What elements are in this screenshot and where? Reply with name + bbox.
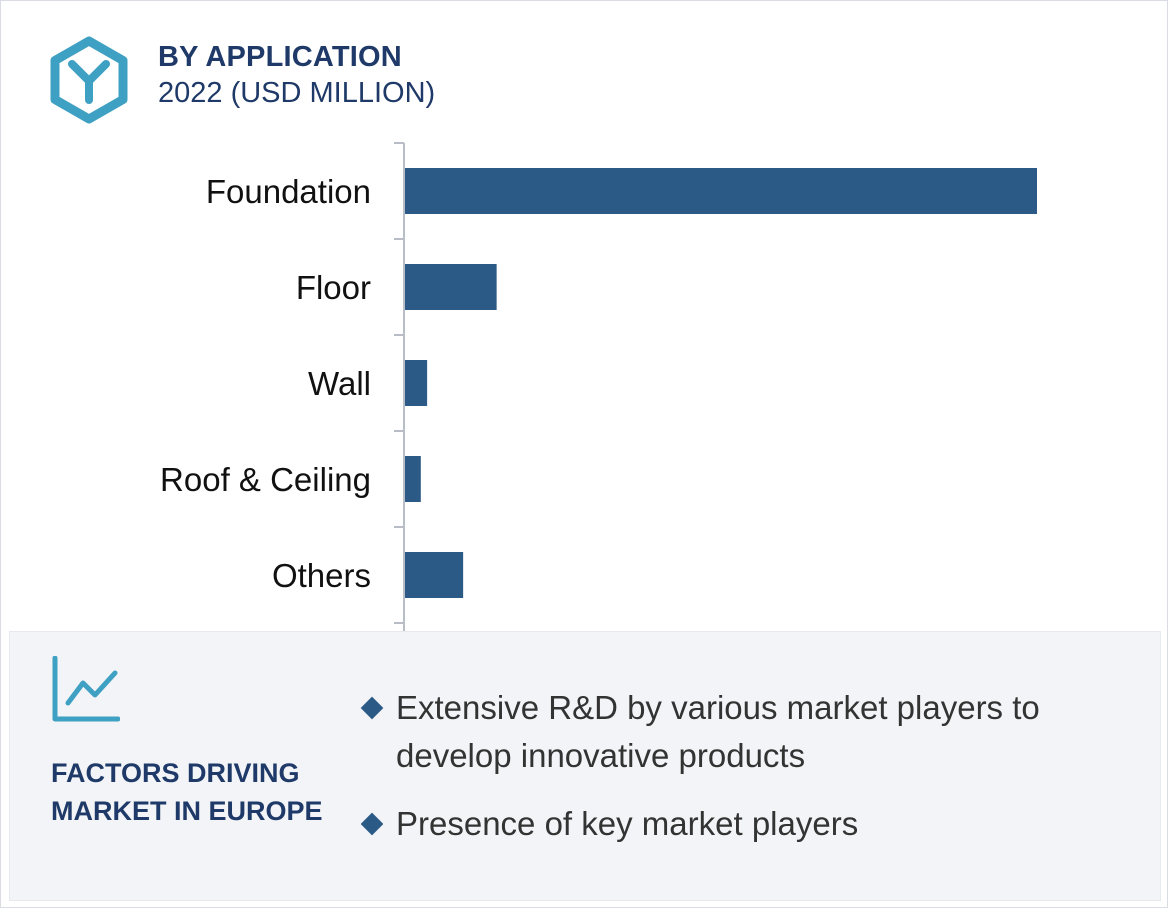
factors-title-line2: MARKET IN EUROPE [51,796,323,826]
category-label: Floor [296,269,371,306]
factor-item: Presence of key market players [360,800,1150,848]
bar-roof-ceiling [405,456,421,502]
diamond-bullet-icon [360,696,384,720]
category-label: Wall [308,365,371,402]
category-label: Foundation [206,173,371,210]
bar-wall [405,360,428,406]
bar-chart: Foundation Floor Wall Roof & Ceiling Others [160,142,1037,631]
diamond-bullet-icon [360,812,384,836]
bar-foundation [405,168,1037,214]
chart-title: BY APPLICATION [158,41,402,73]
bar-floor [405,264,497,310]
category-label: Others [272,557,371,594]
factor-text: Extensive R&D by various market players … [396,689,1040,774]
factor-item: Extensive R&D by various market players … [360,684,1150,780]
factors-panel: FACTORS DRIVING MARKET IN EUROPE Extensi… [9,631,1161,901]
category-label: Roof & Ceiling [160,461,371,498]
chart-subtitle: 2022 (USD MILLION) [158,77,436,109]
factors-title: FACTORS DRIVING MARKET IN EUROPE [51,754,341,830]
trend-line-icon [52,656,120,722]
hexagon-y-icon [50,36,128,124]
bar-others [405,552,464,598]
factor-text: Presence of key market players [396,805,859,842]
factors-list: Extensive R&D by various market players … [360,684,1150,868]
factors-title-line1: FACTORS DRIVING [51,758,300,788]
